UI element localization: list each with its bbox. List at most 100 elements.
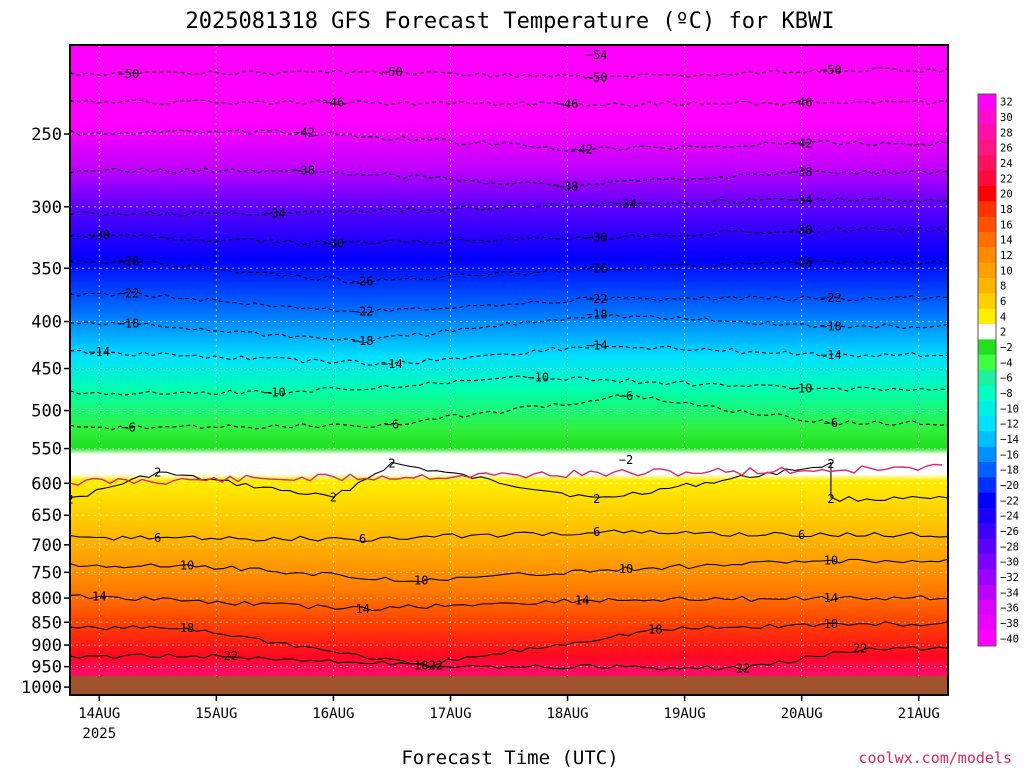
x-tick-label: 21AUG — [898, 706, 940, 722]
colorbar-swatch — [978, 339, 996, 356]
contour-label: −18 — [118, 317, 140, 331]
contour-label: −34 — [791, 193, 813, 207]
colorbar-label: −6 — [1000, 373, 1013, 385]
contour-label: −50 — [381, 65, 403, 79]
contour-line — [70, 343, 948, 366]
contour-label: −14 — [820, 348, 842, 362]
contour-label: −50 — [118, 67, 140, 81]
contour-label: −10 — [264, 386, 286, 400]
colorbar-swatch — [978, 140, 996, 156]
colorbar-label: 12 — [1000, 250, 1013, 262]
contour-line — [70, 291, 948, 314]
contour-label-text: −42 — [293, 125, 315, 139]
colorbar-label: 14 — [1000, 235, 1013, 247]
colorbar-swatch — [978, 554, 996, 570]
contour-label: −34 — [264, 206, 286, 220]
colorbar: 32 30 28 26 24 22 20 18 16 14 12 10 8 6 4 2 −2 −4 −6 −8 −10 −… — [977, 93, 1019, 647]
x-axis-ticks: 14AUG 2025 15AUG 16AUG 17AUG 18AUG 19AUG 20AUG 2… — [78, 695, 940, 742]
contour-label-text: −14 — [586, 339, 608, 353]
contour-label: 2 — [388, 457, 395, 471]
colorbar-label: −32 — [1000, 572, 1019, 584]
contour-label: 6 — [154, 531, 161, 545]
contour-label: 14 — [575, 594, 589, 608]
contour-label-text: −6 — [385, 418, 399, 432]
contour-label: −6 — [121, 421, 135, 435]
x-tick-label: 18AUG — [546, 706, 588, 722]
contour-label-text: −22 — [352, 304, 374, 318]
colorbar-label: 32 — [1000, 97, 1013, 109]
colorbar-swatch — [978, 416, 996, 432]
contour-label: −2 — [619, 453, 633, 467]
contour-label-text: −26 — [352, 275, 374, 289]
colorbar-swatch — [978, 615, 996, 632]
y-tick-label: 500 — [31, 402, 62, 422]
contour-label-text: −30 — [88, 228, 110, 242]
contour-label-text: 2 — [388, 457, 395, 471]
contour-label: 6 — [593, 525, 600, 539]
colorbar-swatch — [978, 370, 996, 386]
contour-label: −6 — [385, 418, 399, 432]
contour-label-text: 18 — [824, 617, 838, 631]
contour-label-text: 2 — [593, 492, 600, 506]
contour-label-text: −14 — [381, 357, 403, 371]
contour-label: −30 — [586, 230, 608, 244]
contour-label-text: 18 — [414, 658, 428, 672]
plot-border — [69, 44, 949, 696]
grid-lines — [70, 45, 948, 695]
contour-label: 6 — [798, 528, 805, 542]
x-tick-sublabel: 2025 — [82, 726, 116, 742]
contour-line — [70, 99, 948, 108]
colorbar-swatch — [978, 186, 996, 202]
colorbar-label: −8 — [1000, 388, 1013, 400]
contour-label: −10 — [527, 370, 549, 384]
contour-label: 18 — [648, 623, 662, 637]
contour-label: 22 — [224, 649, 238, 663]
colorbar-swatch — [978, 492, 996, 509]
y-tick-label: 700 — [31, 536, 62, 556]
colorbar-label: −28 — [1000, 541, 1019, 553]
contour-lines — [70, 67, 948, 671]
colorbar-swatch — [978, 124, 996, 141]
colorbar-label: 6 — [1000, 296, 1006, 308]
contour-label-text: 14 — [575, 594, 589, 608]
contour-label: 22 — [429, 658, 443, 672]
x-tick-label: 17AUG — [429, 706, 471, 722]
colorbar-swatch — [978, 308, 996, 325]
x-axis-label: Forecast Time (UTC) — [401, 747, 618, 768]
contour-label: −14 — [381, 357, 403, 371]
colorbar-swatch — [978, 630, 996, 647]
chart-title: 2025081318 GFS Forecast Temperature (ºC)… — [185, 9, 834, 34]
contour-label-text: 22 — [429, 658, 443, 672]
contour-label: 10 — [824, 553, 838, 567]
colorbar-label: −26 — [1000, 526, 1019, 538]
colorbar-label: −14 — [1000, 434, 1019, 446]
colorbar-label: −18 — [1000, 465, 1019, 477]
contour-label-text: −10 — [264, 386, 286, 400]
colorbar-swatch — [978, 354, 996, 371]
contour-label: 22 — [736, 662, 750, 676]
contour-label: −38 — [791, 165, 813, 179]
colorbar-label: −4 — [1000, 357, 1013, 369]
colorbar-border — [977, 93, 997, 647]
contour-line — [70, 645, 948, 671]
contour-label: −46 — [557, 97, 579, 111]
colorbar-swatch — [978, 262, 996, 279]
contour-label-text: 10 — [414, 574, 428, 588]
contour-label-text: 6 — [593, 525, 600, 539]
contour-line — [70, 259, 948, 284]
colorbar-label: −40 — [1000, 633, 1019, 645]
colorbar-swatch — [978, 324, 996, 340]
contour-label-text: 22 — [853, 642, 867, 656]
contour-label-text: −14 — [820, 348, 842, 362]
colorbar-label: 28 — [1000, 127, 1013, 139]
contour-label: 18 — [180, 621, 194, 635]
contour-label-text: −10 — [791, 381, 813, 395]
contour-label-text: −38 — [791, 165, 813, 179]
contour-label-text: 22 — [736, 662, 750, 676]
contour-label-text: −18 — [352, 334, 374, 348]
colorbar-label: −10 — [1000, 403, 1019, 415]
y-tick-label: 750 — [31, 563, 62, 583]
colorbar-label: 10 — [1000, 265, 1013, 277]
y-tick-label: 400 — [31, 313, 62, 333]
